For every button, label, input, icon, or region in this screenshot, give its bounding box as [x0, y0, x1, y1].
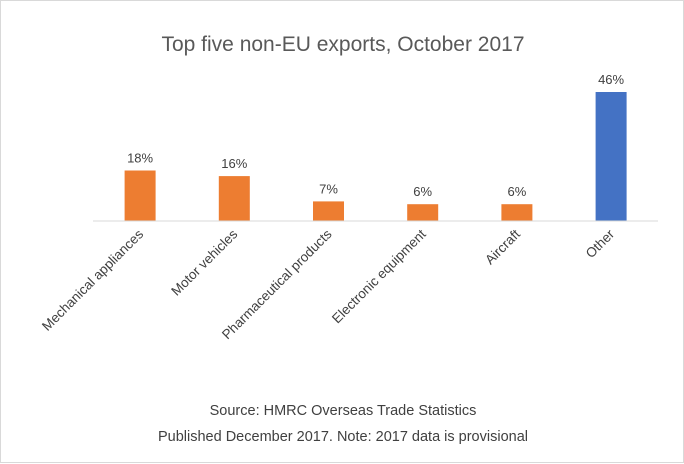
footnote-text: Published December 2017. Note: 2017 data…	[158, 429, 528, 445]
bar	[407, 204, 439, 221]
bar	[218, 176, 250, 221]
category-label: Pharmaceutical products	[219, 226, 335, 342]
data-label: 6%	[413, 184, 432, 199]
bar	[501, 204, 533, 221]
chart-title: Top five non-EU exports, October 2017	[161, 33, 524, 56]
bar	[595, 92, 627, 221]
category-label: Mechanical appliances	[39, 226, 146, 333]
bar	[124, 170, 156, 221]
category-labels-group: Mechanical appliances Motor vehiclesPharm…	[39, 226, 618, 342]
data-labels-group: 18% 16% 7% 6% 6% 46%	[127, 72, 624, 199]
category-label: Motor vehicles	[168, 226, 240, 298]
bars-group	[124, 92, 627, 221]
data-label: 46%	[598, 72, 624, 87]
category-label: Other	[583, 226, 618, 261]
bar	[313, 201, 344, 221]
data-label: 7%	[319, 181, 338, 196]
data-label: 18%	[127, 151, 153, 166]
category-label: Electronic equipment	[329, 226, 429, 326]
source-text: Source: HMRC Overseas Trade Statistics	[210, 403, 477, 419]
data-label: 16%	[221, 156, 247, 171]
data-label: 6%	[508, 184, 527, 199]
category-label: Aircraft	[482, 226, 523, 267]
